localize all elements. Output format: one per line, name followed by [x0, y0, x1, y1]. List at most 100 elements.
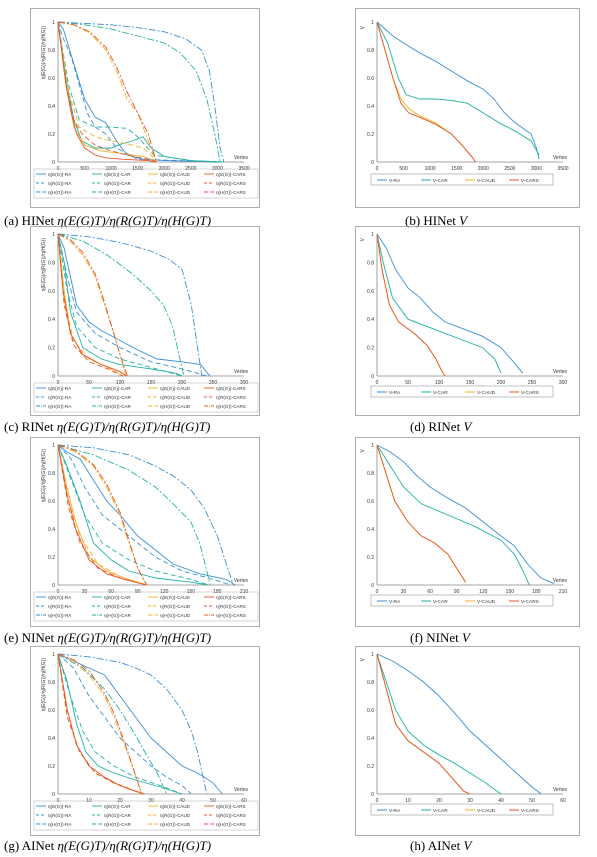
x-axis-label: Vertex — [234, 369, 249, 375]
y-tick-label: 0.2 — [48, 555, 55, 561]
y-tick-label: 0 — [52, 374, 55, 380]
y-tick-label: 1 — [371, 443, 374, 449]
x-tick-label: 100 — [435, 380, 444, 386]
series-line-ra — [57, 653, 192, 795]
x-tick-label: 40 — [498, 798, 504, 804]
legend-label: η(E(G))-RA — [48, 172, 72, 177]
x-axis-label: Vertex — [553, 155, 568, 161]
legend-label: η(H(G))-CAUD — [160, 404, 191, 409]
y-tick-label: 0.6 — [367, 708, 374, 714]
y-tick-label: 0.6 — [367, 289, 374, 295]
legend-label: V-CARS — [521, 390, 539, 396]
y-tick-label: 1 — [52, 232, 55, 238]
legend-label: η(R(G))-CAR — [104, 181, 131, 186]
y-tick-label: 1 — [371, 232, 374, 238]
chart-a-svg: 00.20.40.60.810 500 1000 1500 2000 2500 3000 35… — [30, 8, 260, 208]
chart-panel-h: 0 0.2 0.4 0.6 0.8 1 0 10 20 30 40 50 60 Vertex V V-RA V-… — [355, 646, 580, 836]
legend-label: η(H(G))-CARS — [216, 190, 246, 195]
legend-box — [370, 803, 554, 816]
caption-b: (b) HINet V — [405, 213, 468, 228]
chart-panel-b: 0 0.2 0.4 0.6 0.8 1 0 500 1000 1500 2000 2500 3000 35… — [355, 8, 580, 208]
x-tick-label: 2000 — [478, 166, 489, 172]
series-line-car — [376, 444, 530, 586]
legend-label: V-CAR — [433, 808, 448, 814]
series-line-car — [57, 21, 221, 163]
series-line-ra — [57, 653, 223, 795]
y-tick-label: 0.4 — [48, 104, 55, 110]
x-axis-label: Vertex — [234, 578, 249, 584]
series-line-ra — [57, 444, 234, 586]
y-tick-label: 0.2 — [367, 764, 374, 770]
chart-c-svg: 00.20.40.60.810 50 100 150 200 250 300Vertexη(… — [30, 226, 260, 416]
y-tick-label: 0.8 — [48, 471, 55, 477]
y-tick-label: 0.2 — [367, 346, 374, 352]
x-tick-label: 0 — [376, 166, 379, 172]
legend-label: η(H(G))-CAR — [104, 613, 131, 618]
series-line-cars — [57, 233, 128, 377]
series-line-car — [57, 444, 209, 586]
legend-label: η(E(G))-RA — [48, 804, 72, 809]
x-tick-label: 50 — [405, 380, 411, 386]
y-tick-label: 0 — [52, 583, 55, 589]
series-line-cars — [57, 233, 127, 377]
caption-g: (g) AINet η(E(G)T)/η(R(G)T)/η(H(G)T) — [4, 838, 212, 853]
chart-e-svg: 00.20.40.60.810 30 60 90 120 150 180 210Vertexη… — [30, 437, 260, 627]
legend-label: η(R(G))-CAR — [104, 395, 131, 400]
legend-box — [33, 800, 259, 831]
y-tick-label: 0.8 — [367, 471, 374, 477]
x-tick-label: 3000 — [531, 166, 542, 172]
y-tick-label: 1 — [52, 20, 55, 26]
y-tick-label: 0.4 — [367, 104, 374, 110]
series-line-cars — [57, 444, 147, 586]
series-line-ra — [57, 444, 236, 586]
legend-label: η(E(G))-CAR — [104, 386, 131, 391]
legend-label: η(H(G))-RA — [48, 822, 72, 827]
x-tick-label: 210 — [559, 589, 568, 595]
y-axis-label: η(E(G))/η(R(G))/η(H(G)) — [41, 658, 47, 712]
legend-label: η(R(G))-CARS — [216, 395, 246, 400]
y-tick-label: 0 — [52, 160, 55, 166]
legend-label: η(R(G))-CAR — [104, 813, 131, 818]
y-tick-label: 0.2 — [367, 132, 374, 138]
series-line-ra — [376, 21, 540, 160]
x-tick-label: 0 — [376, 589, 379, 595]
series-line-caud — [57, 233, 127, 377]
y-tick-label: 1 — [371, 652, 374, 658]
legend-label: V-CAR — [433, 178, 448, 184]
x-tick-label: 200 — [497, 380, 506, 386]
series-line-cars — [57, 444, 147, 586]
legend-label: η(E(G))-CAUD — [160, 172, 191, 177]
y-tick-label: 0.6 — [367, 499, 374, 505]
legend-label: η(E(G))-CAR — [104, 804, 131, 809]
caption-h: (h) AINet V — [410, 838, 472, 853]
x-tick-label: 3500 — [557, 166, 568, 172]
y-tick-label: 1 — [52, 443, 55, 449]
legend-label: η(R(G))-CAUD — [160, 395, 191, 400]
chart-d-svg: 0 0.2 0.4 0.6 0.8 1 0 50 100 150 200 250 300 Vertex V V… — [355, 226, 580, 416]
legend-label: η(R(G))-RA — [48, 813, 72, 818]
x-tick-label: 180 — [532, 589, 541, 595]
x-axis-label: Vertex — [234, 787, 249, 793]
y-tick-label: 0.6 — [48, 76, 55, 82]
chart-panel-a: 0 0.2 0.4 0.6 0.8 1 0 500 1000 1500 2000 2500 3000 35… — [30, 8, 260, 208]
series-line-car — [57, 653, 167, 795]
legend-label: V-RA — [389, 390, 401, 396]
legend-label: η(E(G))-CARS — [216, 386, 246, 391]
x-tick-label: 20 — [436, 798, 442, 804]
legend-label: η(H(G))-CARS — [216, 613, 246, 618]
series-line-car — [57, 444, 209, 586]
legend-label: η(H(G))-RA — [48, 404, 72, 409]
series-line-ra — [376, 444, 555, 585]
series-line-cars — [376, 233, 446, 377]
legend-label: η(E(G))-CAUD — [160, 595, 191, 600]
legend-label: η(H(G))-CAUD — [160, 822, 191, 827]
legend-label: η(E(G))-CAR — [104, 172, 131, 177]
chart-frame — [355, 646, 580, 836]
x-tick-label: 60 — [427, 589, 433, 595]
x-tick-label: 30 — [467, 798, 473, 804]
legend-label: η(H(G))-CAUD — [160, 190, 191, 195]
legend-box — [370, 173, 554, 186]
chart-g-svg: 00.20.40.60.810 10 20 30 40 50 60Vertexη(E(G))… — [30, 646, 260, 836]
y-tick-label: 0.2 — [48, 764, 55, 770]
y-tick-label: 0.8 — [48, 260, 55, 266]
